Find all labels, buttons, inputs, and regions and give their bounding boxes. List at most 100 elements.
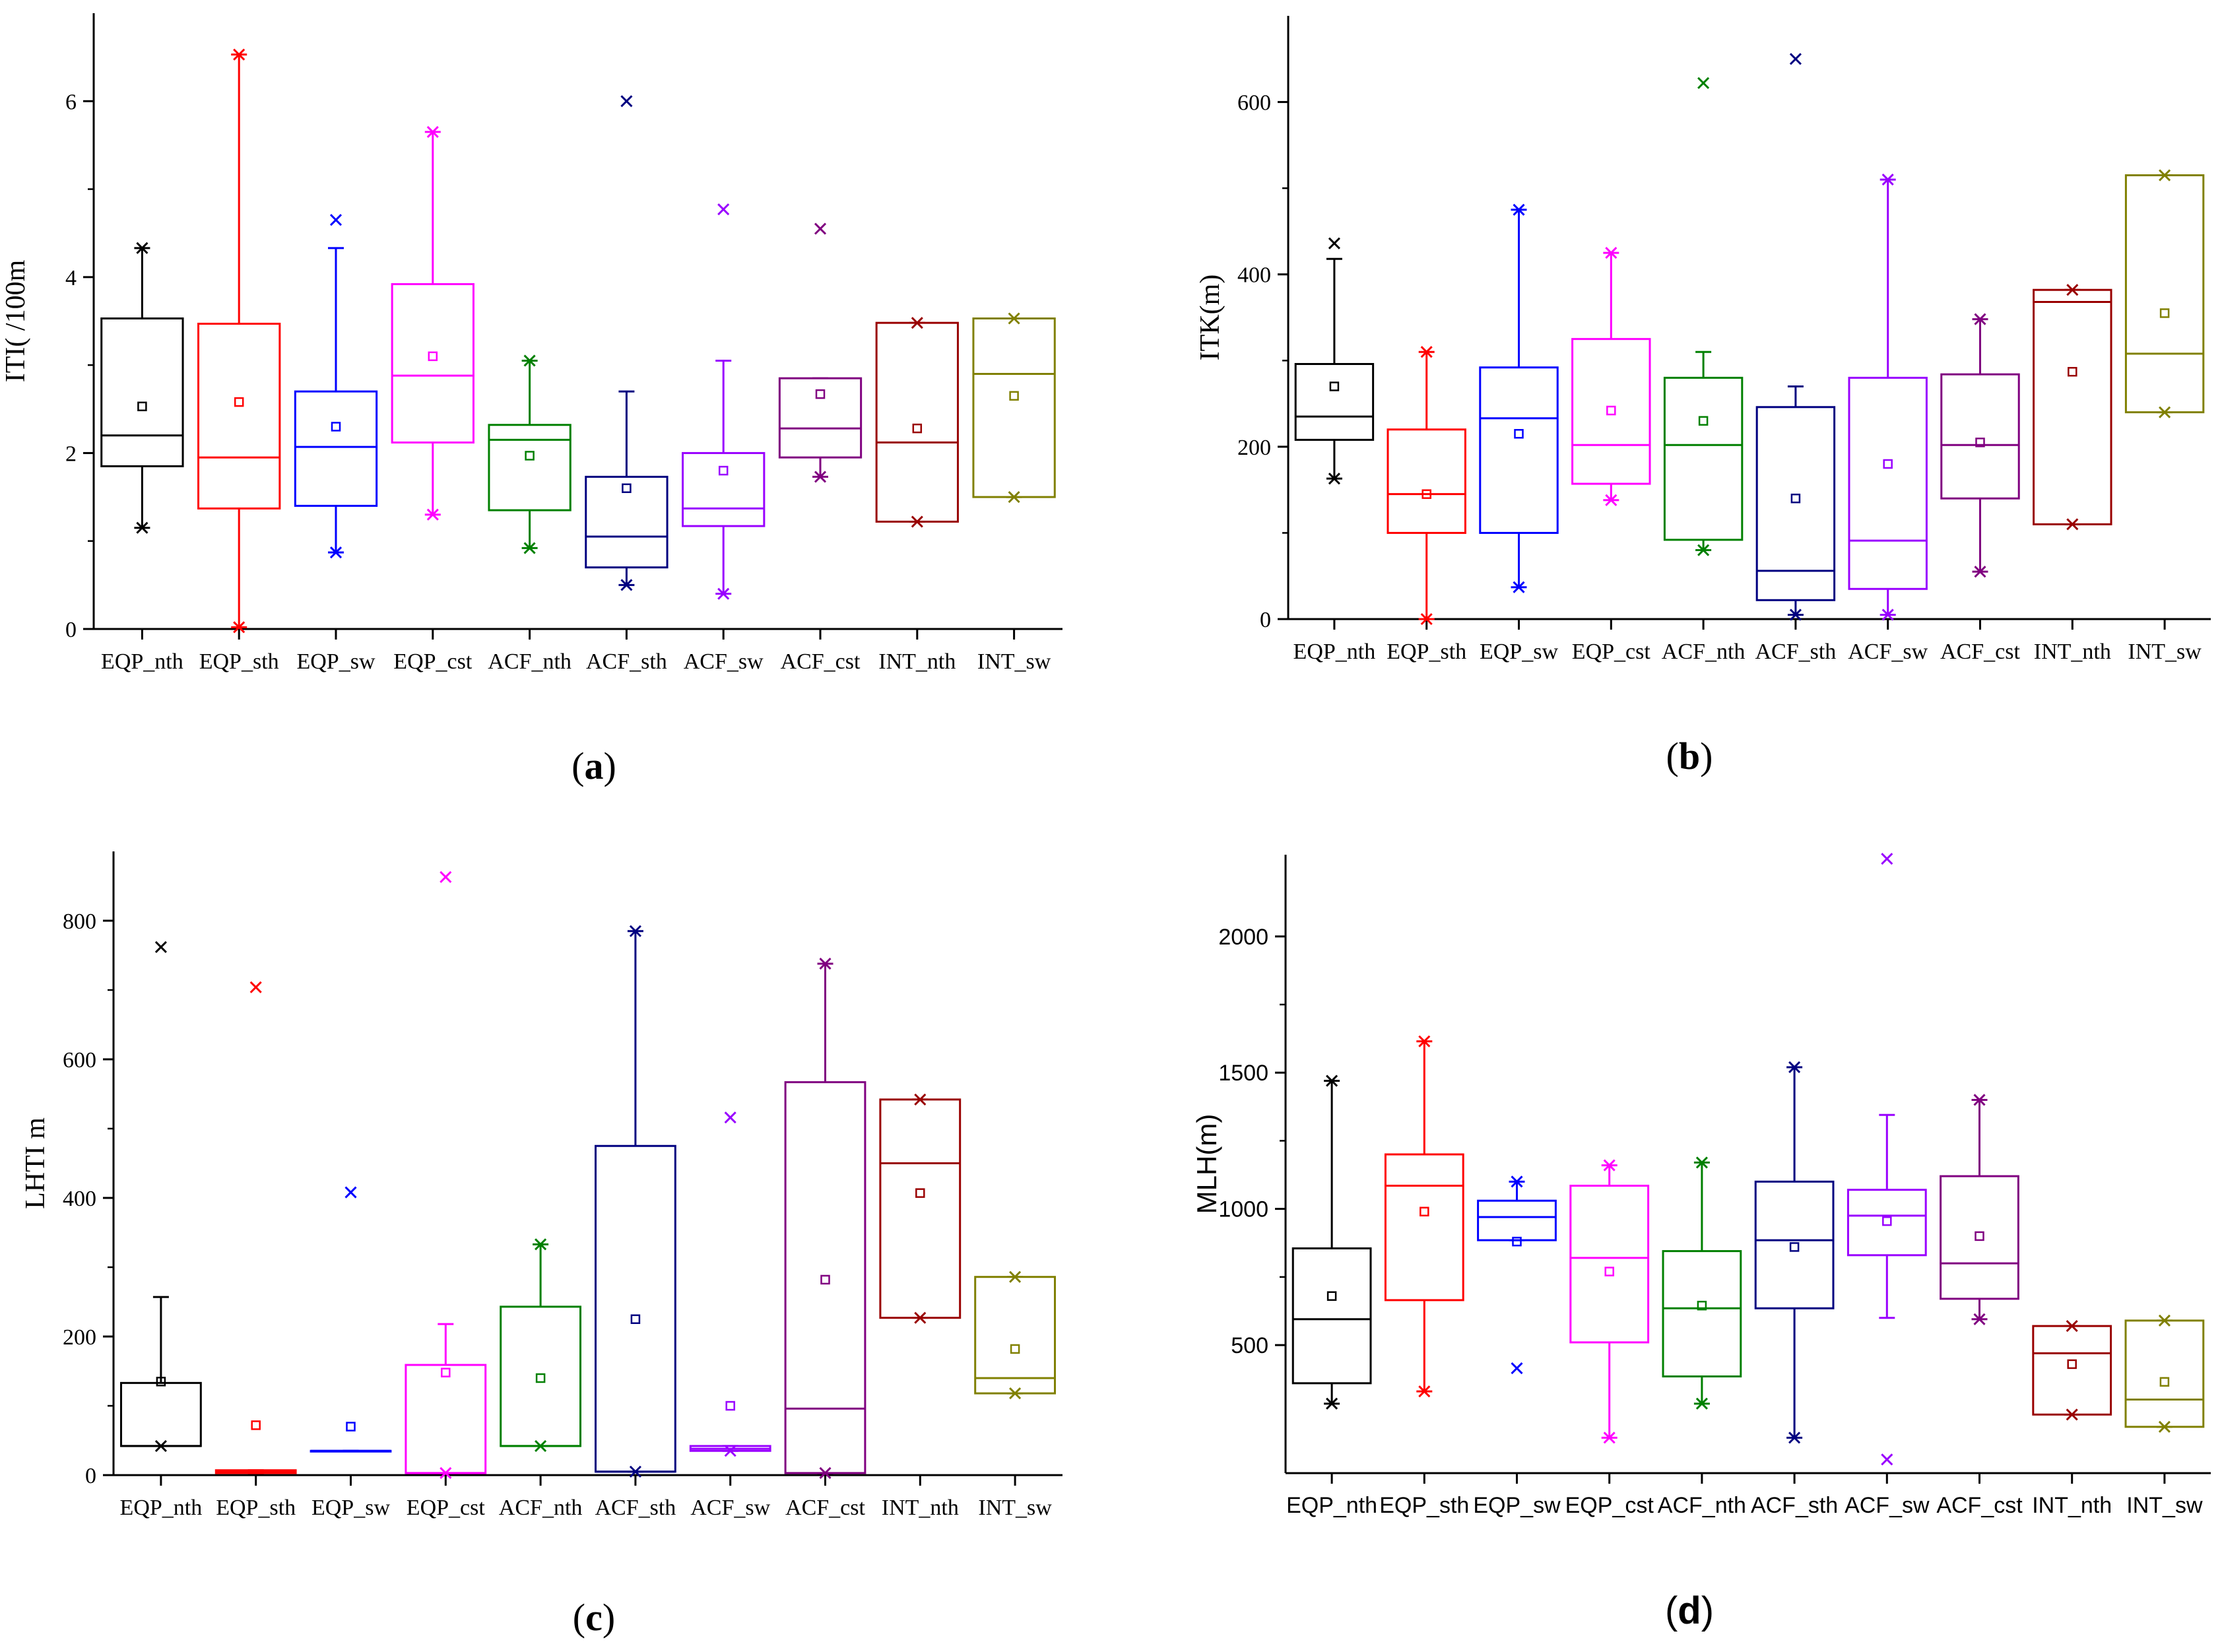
outlier-stroke — [1009, 1271, 1022, 1283]
box-EQP_sw — [310, 1186, 392, 1453]
box-ACF_cst — [778, 222, 863, 483]
outlier-marker — [1973, 1313, 1986, 1325]
x-tick-label: ACF_nth — [499, 1496, 583, 1520]
y-tick-label: 200 — [1237, 436, 1271, 460]
mean-marker — [1326, 1291, 1337, 1301]
outlier-marker — [1605, 494, 1617, 506]
box-ACF_nth — [1663, 77, 1744, 556]
outlier-stroke — [2159, 169, 2171, 182]
outlier-marker — [1418, 1385, 1431, 1398]
box-iqr — [1846, 1189, 1927, 1257]
x-tick-label: ACF_cst — [1936, 1493, 2023, 1518]
box-EQP_nth — [1291, 1074, 1372, 1410]
outlier-stroke — [233, 48, 245, 61]
mean-marker — [725, 1401, 735, 1411]
outlier-marker — [1697, 77, 1710, 89]
outlier-stroke — [523, 542, 536, 554]
outlier-stroke — [1788, 1432, 1801, 1444]
box-EQP_cst — [391, 125, 474, 521]
box-iqr — [405, 1364, 487, 1474]
outlier-stroke — [1974, 313, 1986, 325]
box-EQP_cst — [1569, 1159, 1650, 1444]
x-tick-label: INT_sw — [2128, 640, 2202, 664]
y-tick-label: 400 — [1237, 263, 1271, 288]
mean-marker — [1512, 1236, 1522, 1247]
mean-marker — [234, 397, 244, 407]
y-tick-label: 6 — [65, 90, 77, 114]
outlier-stroke — [1326, 1074, 1338, 1087]
outlier-stroke — [2066, 284, 2079, 296]
mean-marker — [1420, 1206, 1429, 1216]
outlier-stroke — [717, 587, 730, 600]
outlier-stroke — [1605, 247, 1617, 259]
outlier-stroke — [2066, 1408, 2078, 1421]
panel-label-open-paren: ( — [1666, 735, 1679, 777]
outlier-marker — [1009, 1387, 1022, 1400]
outlier-stroke — [629, 925, 641, 937]
outlier-marker — [1695, 1397, 1708, 1410]
outlier-marker — [911, 317, 923, 329]
outlier-stroke — [1695, 1397, 1708, 1410]
outlier-marker — [535, 1238, 547, 1251]
x-tick-label: EQP_nth — [1286, 1493, 1377, 1518]
box-iqr — [1571, 338, 1651, 485]
outlier-marker — [344, 1186, 357, 1199]
mean-marker — [441, 1368, 451, 1377]
x-tick-label: ACF_cst — [1940, 640, 2020, 664]
x-tick-label: ACF_sth — [586, 649, 667, 674]
box-iqr — [1387, 428, 1466, 534]
y-tick-label: 2 — [65, 442, 77, 466]
outlier-marker — [819, 1467, 832, 1479]
outlier-stroke — [1511, 1362, 1523, 1375]
box-iqr — [2124, 174, 2205, 414]
outlier-stroke — [724, 1445, 736, 1457]
box-iqr — [2124, 1319, 2205, 1428]
outlier-marker — [620, 95, 633, 108]
x-tick-label: ACF_cst — [781, 649, 861, 674]
box-iqr — [585, 475, 669, 569]
outlier-stroke — [1695, 1156, 1708, 1169]
outlier-marker — [1009, 1271, 1022, 1283]
box-EQP_cst — [405, 871, 487, 1479]
outlier-marker — [1326, 1074, 1338, 1087]
outlier-marker — [914, 1311, 927, 1324]
outlier-stroke — [717, 203, 730, 216]
outlier-marker — [1881, 853, 1893, 865]
outlier-stroke — [154, 1439, 167, 1452]
mean-marker — [2159, 1377, 2170, 1387]
x-tick-label: INT_sw — [2126, 1493, 2203, 1518]
outlier-marker — [233, 621, 245, 634]
mean-marker — [137, 401, 147, 412]
outlier-marker — [2159, 406, 2171, 418]
outlier-stroke — [2159, 406, 2171, 418]
mean-marker — [535, 1373, 546, 1383]
panel-label-close-paren: ) — [1701, 1589, 1714, 1632]
box-EQP_sth — [197, 48, 281, 634]
outlier-stroke — [1009, 1387, 1022, 1400]
panel-label-open-paren: ( — [1665, 1589, 1678, 1632]
panel-label-close-paren: ) — [603, 1596, 615, 1639]
outlier-marker — [1420, 612, 1433, 626]
y-tick-label: 600 — [63, 1048, 96, 1073]
box-iqr — [1291, 1247, 1372, 1385]
outlier-stroke — [1881, 1453, 1893, 1466]
outlier-marker — [1695, 1156, 1708, 1169]
x-tick-label: EQP_cst — [1565, 1493, 1654, 1518]
x-tick-label: EQP_sw — [311, 1496, 390, 1520]
x-tick-label: INT_nth — [2032, 1493, 2112, 1518]
outlier-stroke — [819, 958, 832, 970]
x-tick-label: INT_nth — [878, 649, 956, 674]
outlier-stroke — [1603, 1159, 1616, 1172]
mean-marker — [525, 451, 535, 461]
y-tick-label: 400 — [63, 1187, 96, 1211]
box-iqr — [1848, 376, 1928, 590]
panel-d: 500 1000 1500 2000 MLH(m) EQP_nth EQP_sth EQP_s… — [1191, 853, 2211, 1632]
outlier-stroke — [2158, 1314, 2171, 1327]
box-INT_nth — [2033, 284, 2112, 531]
mean-marker — [1882, 1216, 1892, 1226]
box-iqr — [595, 1144, 676, 1473]
y-axis-title: LHTI m — [20, 1117, 51, 1209]
x-tick-label: EQP_nth — [1293, 640, 1376, 664]
mean-marker — [630, 1314, 641, 1324]
box-iqr — [784, 1081, 866, 1474]
